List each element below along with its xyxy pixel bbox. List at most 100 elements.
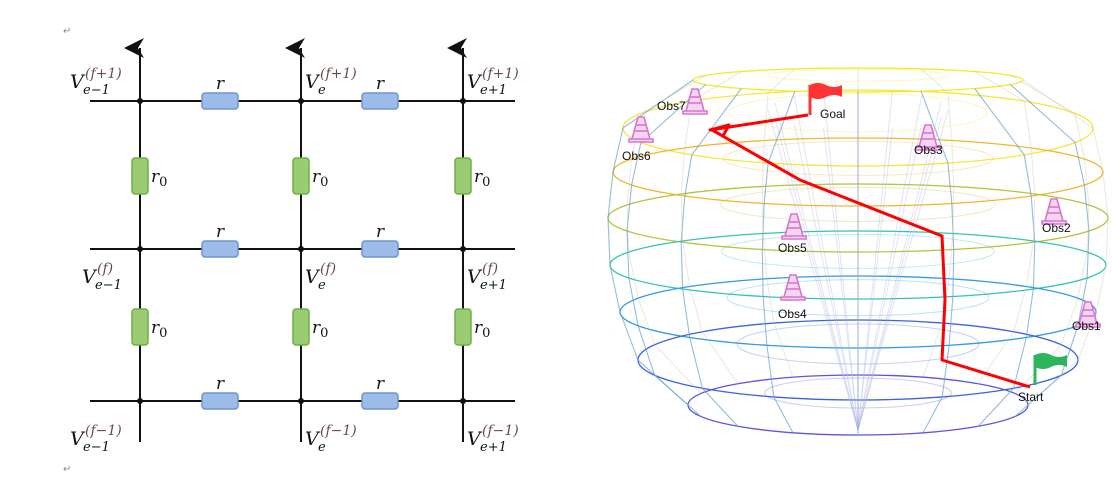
node-label-subscript: e <box>318 83 326 98</box>
obstacle-label: Obs7 <box>657 99 686 113</box>
goal-flag-icon <box>810 83 842 99</box>
planned-path <box>708 113 1031 389</box>
mesh-inner-meridian <box>857 102 942 431</box>
node-label-superscript: (f+1) <box>320 66 357 82</box>
mesh-inner-ring <box>766 68 950 82</box>
mesh-meridian <box>607 79 694 406</box>
mesh-inner-meridian <box>793 95 859 431</box>
obstacle-label: Obs1 <box>1072 319 1101 333</box>
resistor-r0-label: r0 <box>151 318 167 341</box>
mesh-meridian <box>974 88 1036 427</box>
obstacle-label: Obs5 <box>778 241 807 255</box>
paragraph-mark: ↵ <box>63 26 71 37</box>
node-label-superscript: (f) <box>320 261 336 277</box>
subscript: 0 <box>159 175 167 190</box>
node-label-superscript: (f+1) <box>85 66 122 82</box>
resistor-r <box>361 92 399 110</box>
node-label: V <box>70 428 86 450</box>
obstacle-label: Obs3 <box>914 143 943 157</box>
node-label-subscript: e−1 <box>95 278 122 293</box>
mesh-meridian <box>1022 79 1109 406</box>
node-label-superscript: (f) <box>482 261 498 277</box>
node-label-subscript: e−1 <box>83 440 110 455</box>
node-label: V <box>305 428 321 450</box>
mesh-inner-meridian <box>793 124 859 431</box>
start-label: Start <box>1018 390 1044 404</box>
resistor-label: r <box>376 374 385 394</box>
resistor-r <box>361 392 399 410</box>
node-label-superscript: (f+1) <box>482 66 519 82</box>
resistor-r <box>361 240 399 258</box>
mesh-meridian <box>680 88 742 427</box>
mesh-inner-meridian <box>767 109 859 431</box>
torus-mesh-path-diagram: Goal Start Obs1 Obs2 Obs3 Obs4 Obs5 Obs6 Obs7 <box>607 67 1109 436</box>
node-label-subscript: e+1 <box>480 278 507 293</box>
node-dot <box>137 398 143 404</box>
mesh-inner-meridian <box>857 124 923 431</box>
resistor-r0-label: r0 <box>312 167 328 190</box>
resistor-r0 <box>131 157 149 195</box>
mesh-inner-meridian <box>774 102 859 431</box>
node-dot <box>137 246 143 252</box>
obstacle-label: Obs6 <box>622 149 651 163</box>
node-label: V <box>467 71 483 93</box>
mesh-inner-meridian <box>857 91 893 431</box>
resistor-r0-label: r0 <box>151 167 167 190</box>
obstacle-label: Obs2 <box>1042 221 1071 235</box>
resistor-r0-label: r0 <box>474 167 490 190</box>
resistor-label: r <box>216 74 225 94</box>
node-dot <box>298 398 304 404</box>
node-label-subscript: e−1 <box>83 83 110 98</box>
node-dot <box>460 246 466 252</box>
mesh-meridian <box>761 90 796 433</box>
resistor-r0 <box>454 308 472 346</box>
mesh-inner-meridian <box>857 95 923 431</box>
node-label-subscript: e <box>318 278 326 293</box>
subscript: 0 <box>320 175 328 190</box>
mesh-meridian <box>1010 84 1090 417</box>
mesh-meridian <box>920 90 955 433</box>
mesh-meridian <box>761 68 796 378</box>
resistor-label: r <box>216 222 225 242</box>
mesh-inner-meridian <box>857 117 942 431</box>
node-label: V <box>467 266 483 288</box>
node-label: V <box>305 71 321 93</box>
resistor-r0 <box>454 157 472 195</box>
node-label: V <box>305 266 321 288</box>
subscript: 0 <box>320 326 328 341</box>
subscript: 0 <box>482 175 490 190</box>
node-label-superscript: (f) <box>97 261 113 277</box>
mesh-inner-meridian <box>857 128 893 431</box>
obstacle-cone-icon <box>781 213 807 240</box>
subscript: 0 <box>482 326 490 341</box>
resistor-r <box>201 392 239 410</box>
obstacle-label: Obs4 <box>778 307 807 321</box>
obstacle-cone-icon <box>780 274 806 301</box>
resistor-r0-label: r0 <box>474 318 490 341</box>
node-dot <box>460 398 466 404</box>
node-label-superscript: (f−1) <box>85 423 122 439</box>
mesh-inner-meridian <box>823 91 859 431</box>
resistor-r <box>201 240 239 258</box>
resistor-label: r <box>216 374 225 394</box>
node-label-superscript: (f−1) <box>320 423 357 439</box>
node-label-subscript: e <box>318 440 326 455</box>
mesh-meridian <box>626 84 706 417</box>
node-label: V <box>70 71 86 93</box>
resistor-r0 <box>292 308 310 346</box>
node-label-superscript: (f−1) <box>482 423 519 439</box>
node-dot <box>298 246 304 252</box>
resistor-r <box>201 92 239 110</box>
resistor-label: r <box>376 222 385 242</box>
paragraph-mark: ↵ <box>63 464 71 475</box>
resistor-label: r <box>376 74 385 94</box>
node-label: V <box>467 428 483 450</box>
node-label: V <box>82 266 98 288</box>
goal-label: Goal <box>820 107 845 121</box>
mesh-meridian <box>1010 74 1090 394</box>
mesh-inner-meridian <box>823 128 859 431</box>
mesh-meridian <box>974 71 1036 385</box>
mesh-inner-meridian <box>774 117 859 431</box>
